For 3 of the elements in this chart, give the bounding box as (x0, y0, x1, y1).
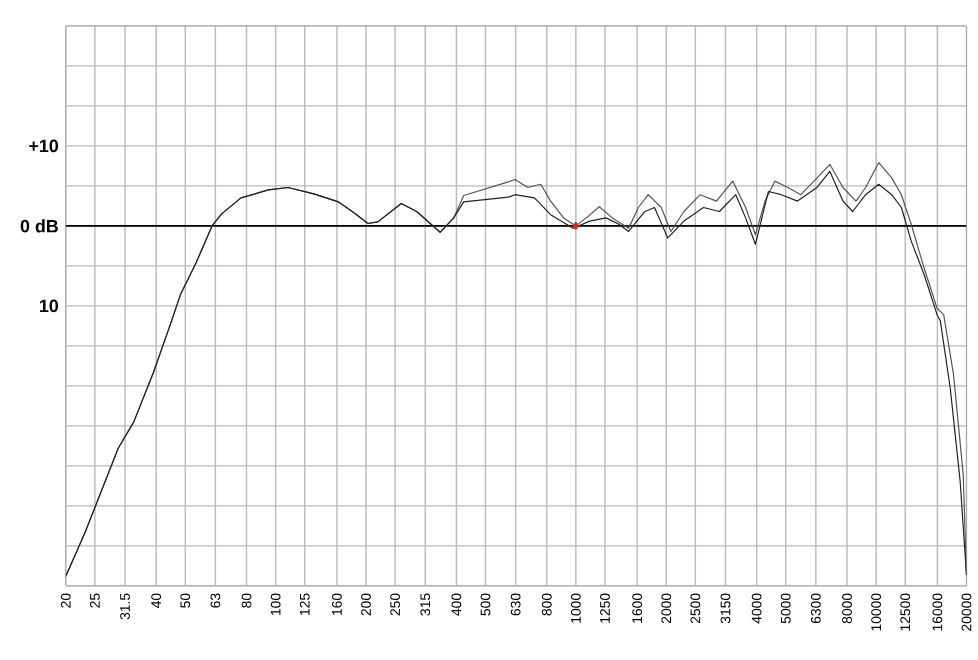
y-tick-label: 10 (40, 299, 59, 313)
y-tick-label: +10 (29, 139, 59, 153)
y-tick-label: 0 dB (20, 219, 58, 233)
